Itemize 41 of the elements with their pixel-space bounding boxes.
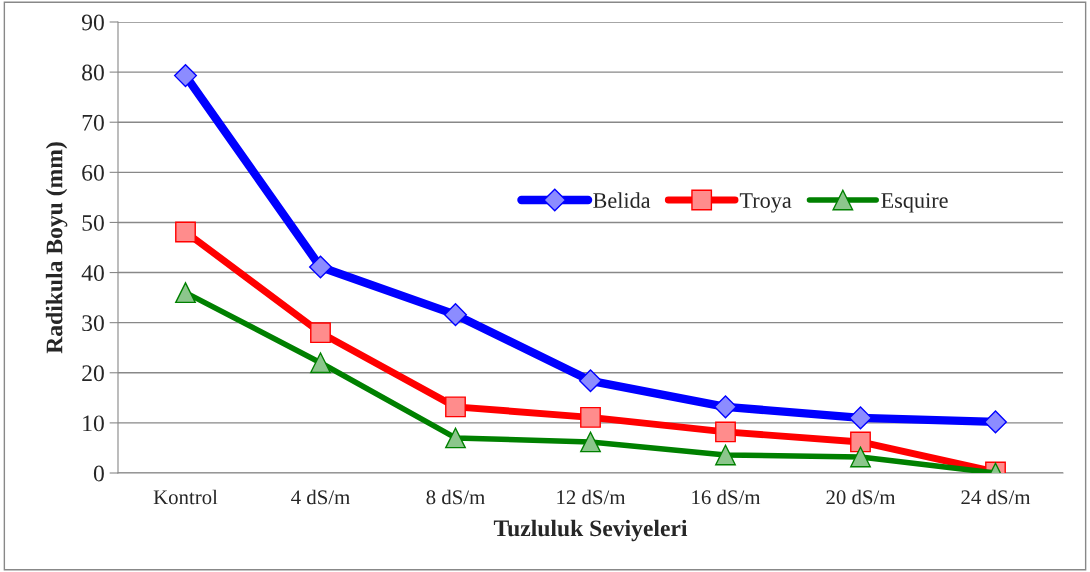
point (850, 446, 871, 468)
point (445, 427, 466, 449)
y-tick-label: 50 (82, 214, 104, 231)
point (309, 255, 332, 279)
point (174, 64, 197, 88)
y-tick-label: 20 (82, 365, 104, 382)
x-tick-label: 20 dS/m (826, 489, 896, 505)
legend-label: Troya (739, 193, 792, 213)
x-tick-label: 16 dS/m (692, 489, 761, 505)
point (715, 444, 736, 466)
y-tick-label: 40 (81, 265, 104, 281)
x-tick-label: 8 dS/m (426, 489, 485, 505)
y-tick-label: 90 (81, 14, 104, 31)
x-tick-label: 4 dS/m (291, 489, 350, 505)
point (310, 322, 331, 344)
point (175, 282, 196, 304)
point (714, 395, 737, 419)
x-tick-label: 12 dS/m (557, 489, 626, 505)
legend-label: Esquire (881, 193, 948, 213)
legend-label: Belida (593, 192, 651, 208)
point (444, 303, 467, 327)
point (715, 421, 736, 443)
y-tick-label: 60 (82, 164, 104, 181)
point (579, 369, 602, 393)
point (175, 221, 196, 243)
x-tick-label: Kontrol (153, 489, 218, 505)
y-tick-label: 80 (82, 64, 104, 81)
y-tick-label: 70 (82, 114, 104, 131)
x-tick-label: 24 dS/m (961, 489, 1031, 505)
y-axis-title: Radikula Boyu (mm) (45, 142, 68, 354)
point (445, 396, 466, 418)
x-axis-title: Tuzluluk Seviyeleri (493, 519, 688, 542)
point (580, 431, 601, 453)
y-tick-label: 10 (83, 415, 104, 432)
point (984, 410, 1007, 434)
point (850, 431, 871, 453)
y-tick-label: 30 (82, 315, 104, 332)
point (310, 352, 331, 374)
point (580, 406, 601, 428)
y-tick-label: 0 (93, 465, 104, 482)
point (849, 406, 872, 430)
